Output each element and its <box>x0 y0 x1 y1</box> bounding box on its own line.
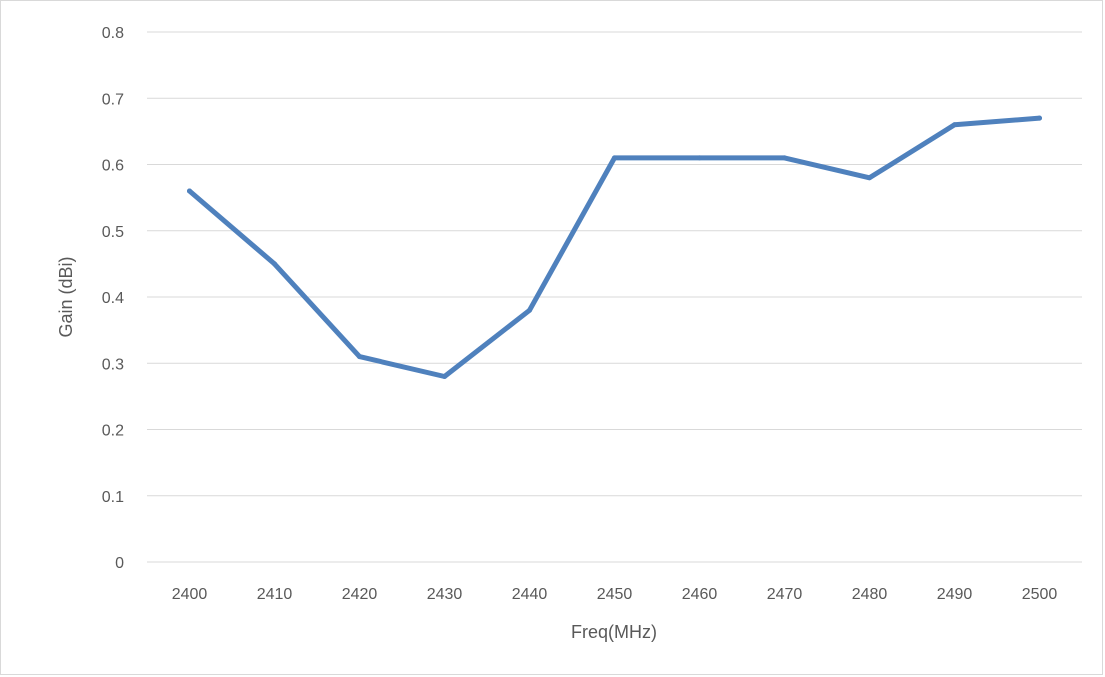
data-point <box>357 354 362 360</box>
gridlines <box>147 31 1082 563</box>
y-tick-label: 0.8 <box>102 25 124 42</box>
data-series <box>187 115 1042 379</box>
y-tick-label: 0.4 <box>102 290 124 307</box>
x-tick-label: 2460 <box>682 586 718 603</box>
y-tick-label: 0.1 <box>102 489 124 506</box>
x-axis-title: Freq(MHz) <box>571 622 657 642</box>
data-point <box>187 188 192 194</box>
data-point <box>272 261 277 267</box>
x-tick-label: 2420 <box>342 586 378 603</box>
x-tick-label: 2450 <box>597 586 633 603</box>
x-tick-label: 2440 <box>512 586 548 603</box>
data-point <box>1037 115 1042 121</box>
y-tick-labels: 0 0.1 0.2 0.3 0.4 0.5 0.6 0.7 0.8 <box>102 25 124 572</box>
y-tick-label: 0 <box>115 555 124 572</box>
x-tick-labels: 2400 2410 2420 2430 2440 2450 2460 2470 2480 2490… <box>172 586 1058 603</box>
y-tick-label: 0.7 <box>102 91 124 108</box>
x-tick-label: 2480 <box>852 586 888 603</box>
x-tick-label: 2430 <box>427 586 463 603</box>
data-point <box>952 122 957 128</box>
x-tick-label: 2400 <box>172 586 208 603</box>
y-tick-label: 0.5 <box>102 224 124 241</box>
x-tick-label: 2500 <box>1022 586 1058 603</box>
data-point <box>867 175 872 181</box>
data-point <box>527 307 532 313</box>
y-tick-label: 0.3 <box>102 356 124 373</box>
data-point <box>782 155 787 161</box>
y-tick-label: 0.6 <box>102 158 124 175</box>
y-axis-title: Gain (dBi) <box>56 256 76 337</box>
y-tick-label: 0.2 <box>102 423 124 440</box>
x-tick-label: 2410 <box>257 586 293 603</box>
data-point <box>612 155 617 161</box>
x-tick-label: 2490 <box>937 586 973 603</box>
x-tick-label: 2470 <box>767 586 803 603</box>
data-point <box>697 155 702 161</box>
data-point <box>442 374 447 379</box>
